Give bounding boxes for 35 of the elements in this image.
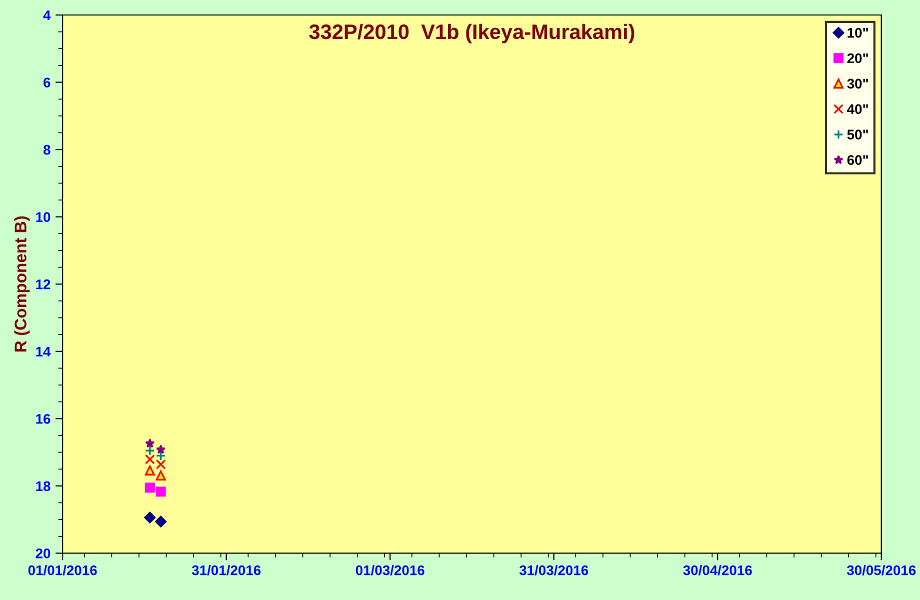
y-tick-label: 10 xyxy=(36,212,50,222)
point xyxy=(156,470,166,480)
y-tick-label: 14 xyxy=(36,346,51,356)
legend-label: 30" xyxy=(847,78,868,89)
point xyxy=(144,482,155,493)
point xyxy=(156,444,166,454)
x-tick-label: 30/05/2016 xyxy=(846,565,916,576)
x-tick-label: 31/01/2016 xyxy=(192,565,261,576)
legend-label: 60" xyxy=(847,155,868,165)
y-tick-label: 6 xyxy=(44,78,50,88)
y-tick-label: 12 xyxy=(36,279,50,290)
point xyxy=(156,486,166,497)
y-tick-label: 16 xyxy=(36,414,50,424)
x-tick-label: 01/03/2016 xyxy=(356,565,424,576)
legend-label: 50" xyxy=(847,130,868,140)
x-tick-label: 30/04/2016 xyxy=(683,565,752,576)
point xyxy=(156,459,166,470)
legend-label: 20" xyxy=(847,53,868,64)
point xyxy=(145,438,155,448)
y-tick-label: 4 xyxy=(43,10,51,20)
x-tick-label: 01/01/2016 xyxy=(28,565,97,576)
point xyxy=(144,512,156,524)
y-axis-title: R (Component B) xyxy=(14,216,30,352)
y-tick-label: 20 xyxy=(36,548,50,558)
y-tick-label: 18 xyxy=(36,481,50,492)
point xyxy=(156,450,166,461)
point xyxy=(144,465,155,476)
y-tick-label: 8 xyxy=(43,144,50,155)
chart-title: 332P/2010 V1b (Ikeya-Murakami) xyxy=(309,24,634,44)
point xyxy=(155,516,167,528)
legend-label: 40" xyxy=(847,104,868,114)
legend-label: 10" xyxy=(848,28,868,38)
point xyxy=(144,454,155,464)
point xyxy=(144,446,155,456)
x-tick-label: 31/03/2016 xyxy=(519,565,588,576)
